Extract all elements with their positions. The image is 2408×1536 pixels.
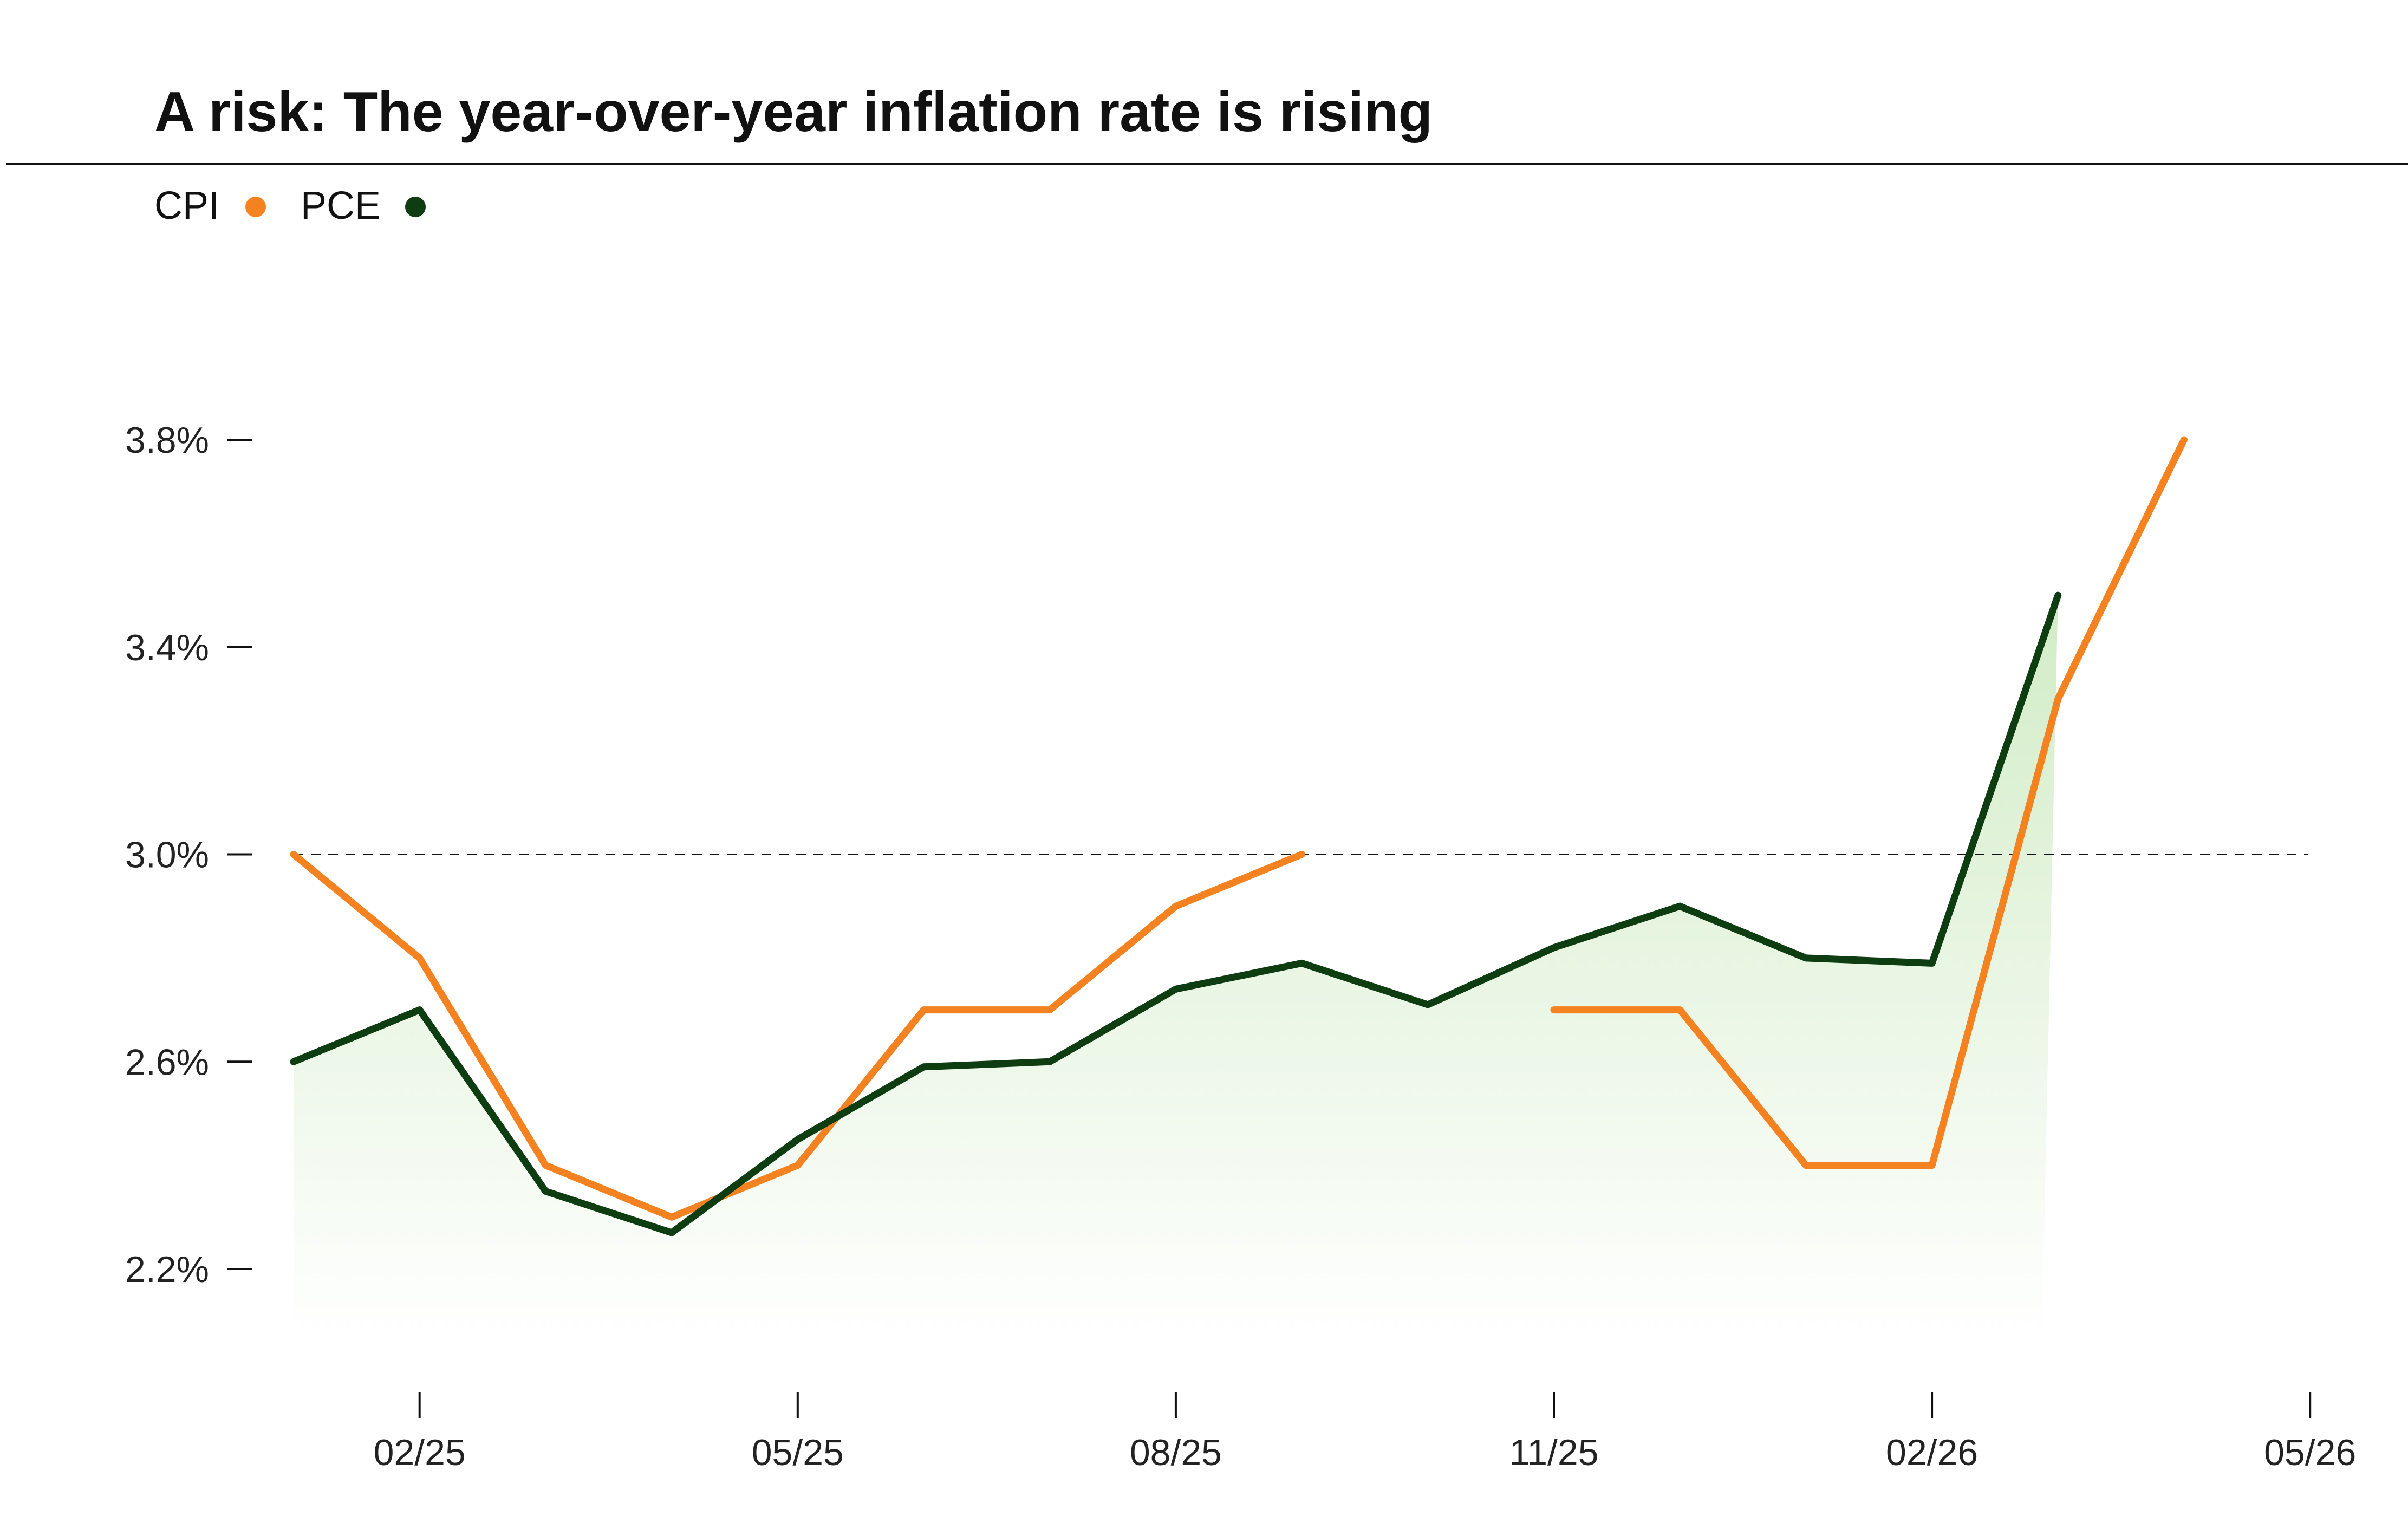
- legend-marker-pce: [405, 197, 426, 217]
- pce-line-segment-1: [290, 591, 2062, 1236]
- legend: CPI PCE: [154, 184, 426, 227]
- cpi-line-segment-1: [290, 851, 1306, 1221]
- legend-marker-cpi: [245, 197, 266, 217]
- x-tick-label: 02/25: [374, 1432, 466, 1473]
- x-tick-label: 08/25: [1130, 1432, 1222, 1473]
- x-axis: 02/25 05/25 08/25 11/25 02/26 05/26: [374, 1392, 2356, 1473]
- legend-label-pce: PCE: [301, 184, 381, 227]
- legend-label-cpi: CPI: [154, 184, 219, 227]
- y-axis: 2.2% 2.6% 3.0% 3.4% 3.8%: [125, 420, 252, 1290]
- y-tick-label: 2.6%: [125, 1042, 209, 1083]
- pce-area: [294, 595, 2058, 1338]
- series-layer: [290, 436, 2188, 1236]
- x-tick-label: 05/26: [2264, 1432, 2356, 1473]
- x-tick-label: 05/25: [752, 1432, 844, 1473]
- y-tick-label: 2.2%: [125, 1249, 209, 1290]
- x-tick-label: 02/26: [1886, 1432, 1978, 1473]
- pce-area-layer: [294, 595, 2058, 1338]
- y-tick-label: 3.4%: [125, 627, 209, 668]
- y-tick-label: 3.0%: [125, 835, 209, 876]
- chart-title: A risk: The year-over-year inflation rat…: [154, 81, 1433, 144]
- cpi-line-segment-2: [1550, 436, 2188, 1169]
- x-tick-label: 11/25: [1509, 1432, 1598, 1473]
- y-tick-label: 3.8%: [125, 420, 209, 461]
